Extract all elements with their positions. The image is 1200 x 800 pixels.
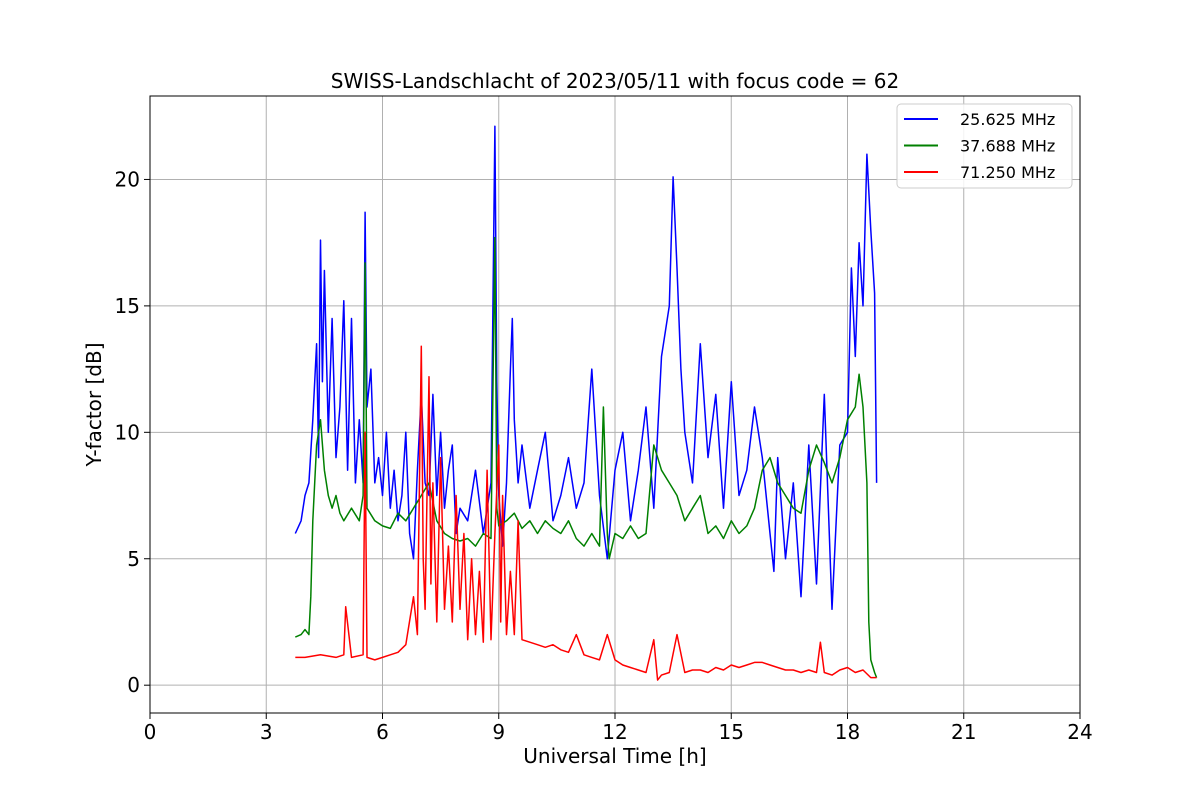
legend-label: 71.250 MHz	[960, 163, 1055, 182]
x-tick-label: 6	[376, 720, 389, 744]
series-line-37-688-mhz	[295, 236, 878, 678]
legend-label: 37.688 MHz	[960, 137, 1055, 156]
y-tick-label: 15	[115, 294, 140, 318]
legend-box	[896, 103, 1073, 189]
legend-label: 25.625 MHz	[960, 110, 1055, 129]
legend: 25.625 MHz 37.688 MHz 71.250 MHz	[896, 103, 1073, 189]
y-axis-label: Y-factor [dB]	[82, 342, 106, 467]
x-tick-label: 24	[1067, 720, 1092, 744]
series-line-71-250-mhz	[295, 345, 877, 681]
x-tick-label: 12	[602, 720, 627, 744]
y-tick-label: 20	[115, 167, 140, 191]
series-group	[294, 125, 878, 681]
x-tick-label: 0	[144, 720, 157, 744]
x-tick-label: 18	[835, 720, 860, 744]
y-tick-label: 10	[115, 420, 140, 444]
x-tick-label: 15	[719, 720, 744, 744]
y-tick-label: 0	[127, 673, 140, 697]
y-axis: 0 5 10 15 20	[115, 167, 150, 697]
chart-title: SWISS-Landschlacht of 2023/05/11 with fo…	[331, 69, 899, 93]
x-axis: 0 3 6 9 12 15 18 21 24	[144, 713, 1093, 744]
x-tick-label: 9	[492, 720, 505, 744]
x-tick-label: 3	[260, 720, 273, 744]
x-axis-label: Universal Time [h]	[523, 744, 706, 768]
y-tick-label: 5	[127, 547, 140, 571]
x-tick-label: 21	[951, 720, 976, 744]
series-line-25-625-mhz	[294, 125, 878, 611]
